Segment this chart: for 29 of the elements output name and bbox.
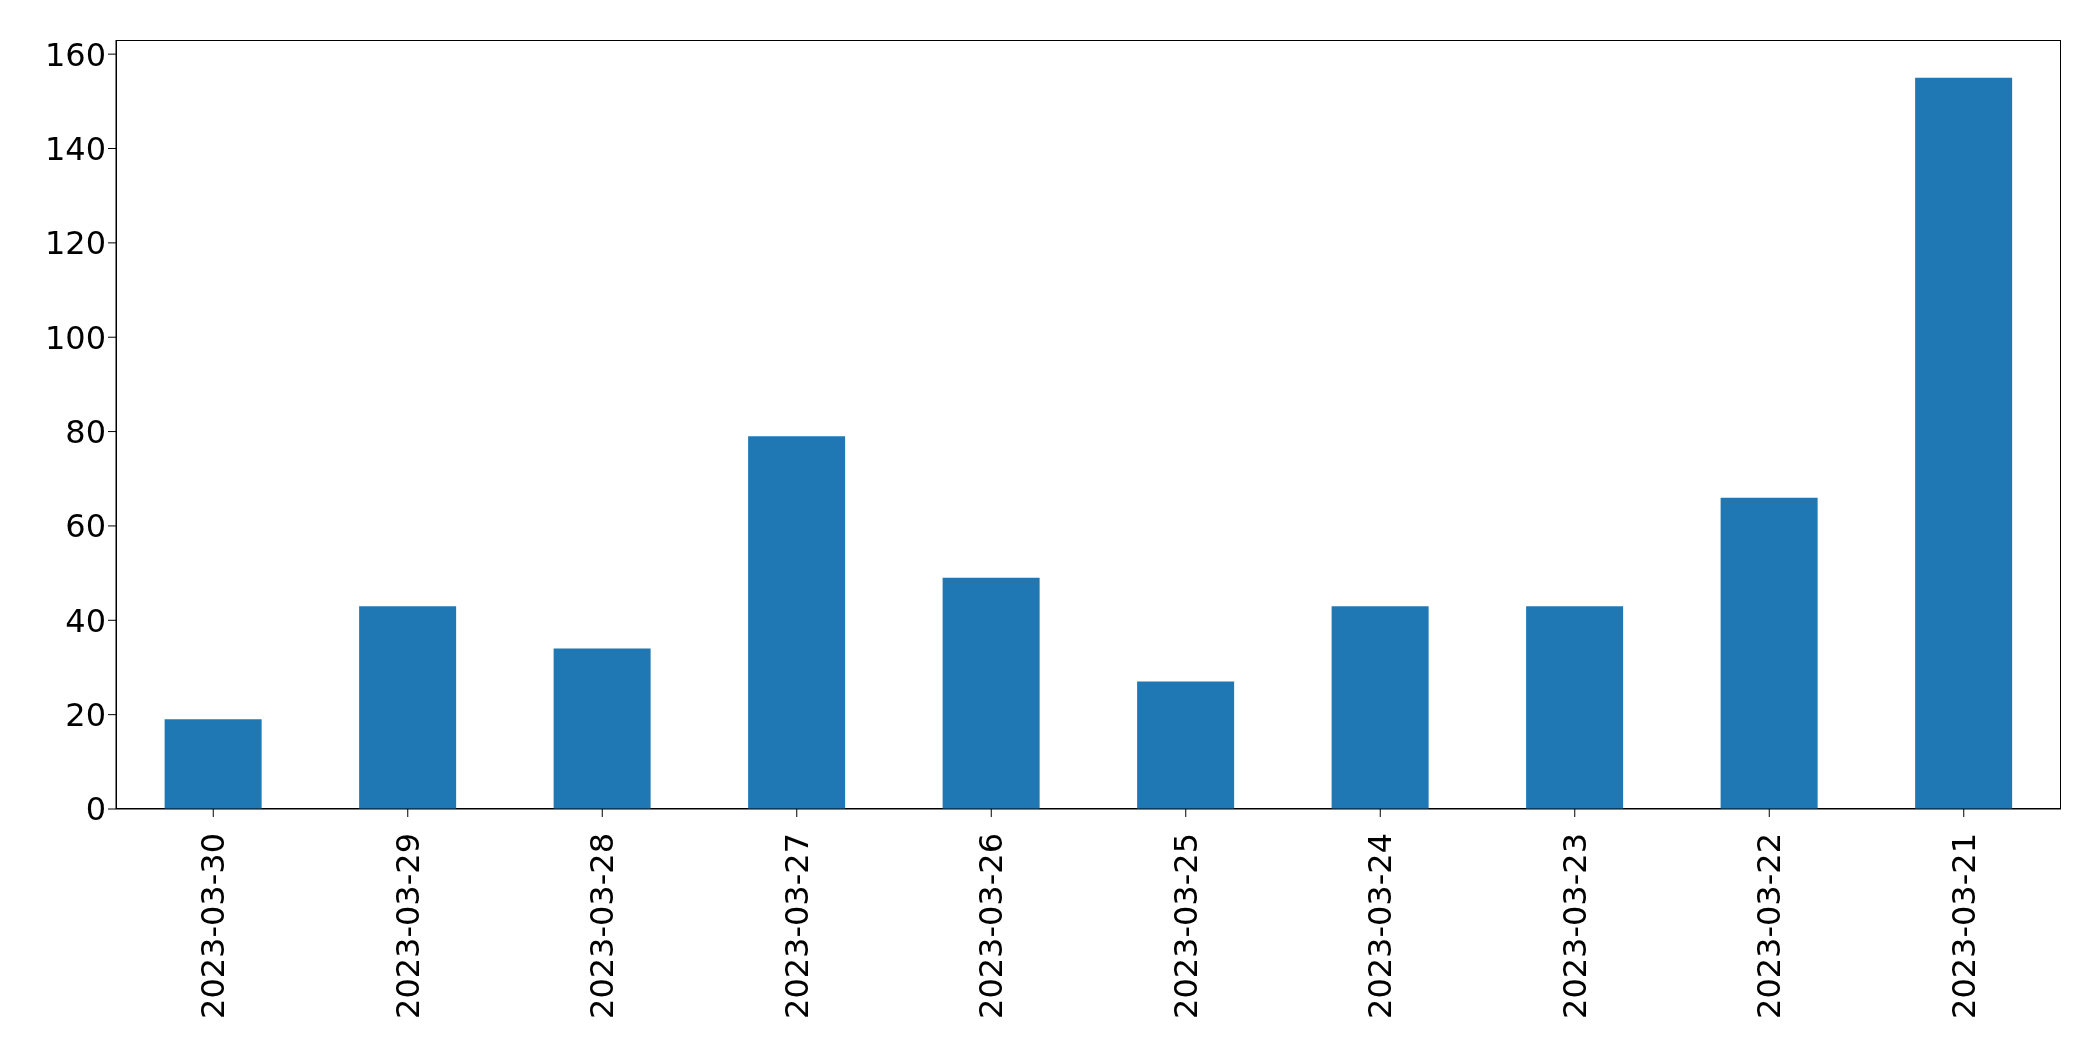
x-tick-label: 2023-03-30 [194, 833, 233, 1019]
bar [1526, 606, 1624, 809]
x-tick-label: 2023-03-27 [777, 833, 816, 1019]
bar [1720, 497, 1818, 809]
y-tick-label: 160 [44, 35, 106, 74]
bar [1137, 681, 1235, 809]
bar [359, 606, 457, 809]
bar [748, 436, 846, 809]
x-tick-label: 2023-03-22 [1750, 833, 1789, 1019]
y-tick-label: 100 [44, 318, 106, 357]
x-tick-label: 2023-03-24 [1361, 833, 1400, 1019]
x-tick-label: 2023-03-23 [1555, 833, 1594, 1019]
x-tick-label: 2023-03-29 [388, 833, 427, 1019]
x-tick-label: 2023-03-25 [1166, 833, 1205, 1019]
y-tick-label: 80 [65, 412, 106, 451]
y-tick-label: 120 [44, 224, 106, 263]
x-tick-label: 2023-03-21 [1944, 833, 1983, 1019]
y-tick-label: 0 [85, 790, 106, 829]
y-tick-label: 60 [65, 507, 106, 546]
bar [1915, 77, 2013, 809]
x-tick-label: 2023-03-28 [583, 833, 622, 1019]
bar [164, 719, 262, 809]
x-tick-label: 2023-03-26 [972, 833, 1011, 1019]
y-tick-label: 40 [65, 601, 106, 640]
y-tick-label: 140 [44, 129, 106, 168]
bar [1331, 606, 1429, 809]
bar [553, 648, 651, 809]
y-tick-label: 20 [65, 696, 106, 734]
bar [942, 577, 1040, 809]
